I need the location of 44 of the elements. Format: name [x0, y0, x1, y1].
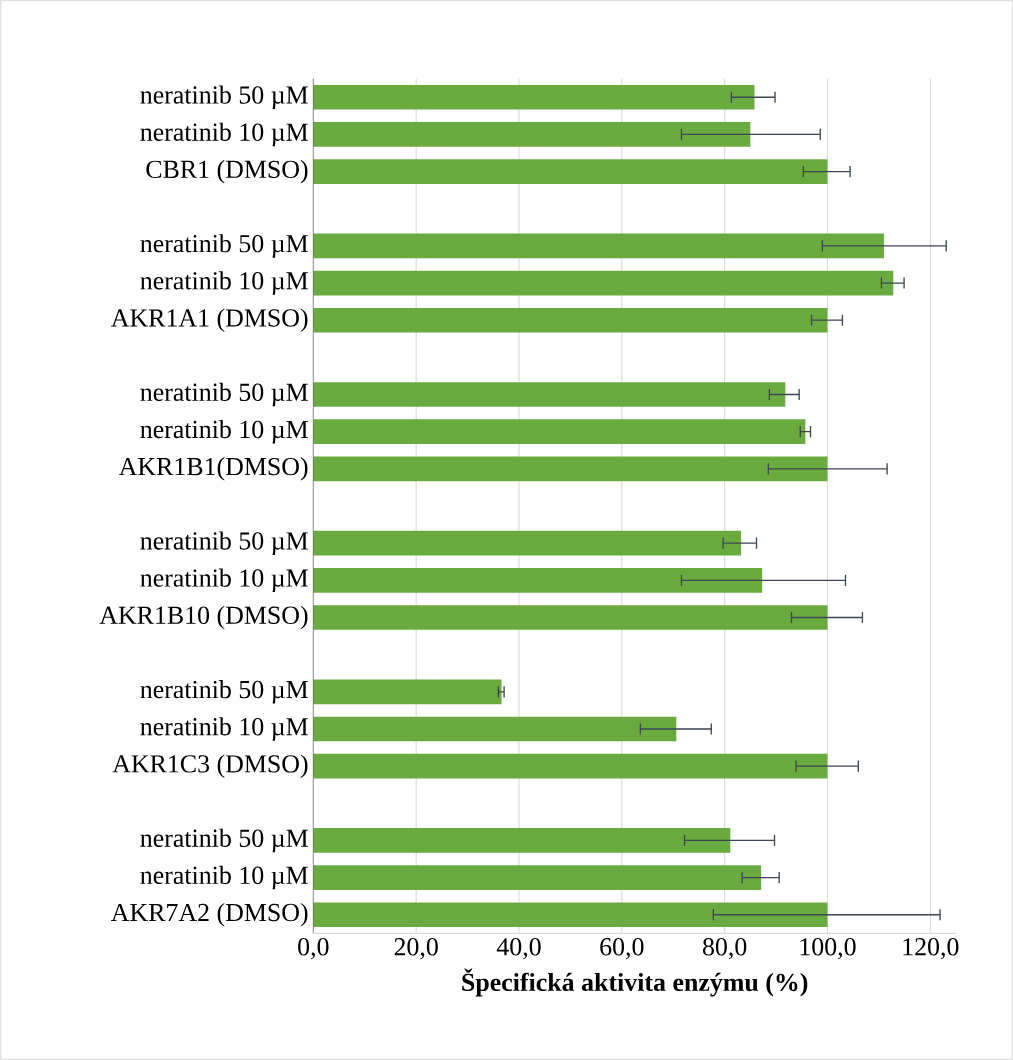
x-tick-label: 40,0	[496, 938, 541, 960]
bar	[313, 122, 751, 147]
x-tick-label: 120,0	[903, 938, 959, 960]
bar	[313, 159, 828, 184]
y-tick-label: neratinib 50 µM	[140, 85, 308, 109]
bar	[313, 233, 885, 259]
bar	[313, 567, 763, 593]
y-tick-label: neratinib 50 µM	[140, 234, 308, 258]
bar	[313, 270, 894, 296]
bar	[313, 828, 731, 853]
y-tick-label: neratinib 50 µM	[140, 828, 308, 853]
bar	[313, 865, 762, 890]
bar	[313, 307, 828, 333]
bar	[313, 419, 806, 445]
y-tick-label: AKR1B1(DMSO)	[118, 457, 308, 481]
x-axis-title: Špecifická aktivita enzýmu (%)	[462, 968, 808, 997]
y-tick-label: neratinib 10 µM	[140, 568, 308, 593]
x-tick-label: 60,0	[600, 938, 644, 960]
bar	[313, 716, 677, 742]
bar	[313, 753, 828, 779]
x-tick-label: 80,0	[702, 938, 747, 960]
x-tick-label: 100,0	[800, 938, 856, 960]
bar	[313, 456, 828, 482]
y-tick-label: CBR1 (DMSO)	[146, 159, 308, 184]
y-tick-label: neratinib 50 µM	[140, 680, 308, 704]
x-tick-label: 0,0	[298, 938, 329, 960]
x-tick-label: 20,0	[394, 938, 438, 960]
y-tick-label: AKR7A2 (DMSO)	[111, 903, 308, 927]
y-tick-label: neratinib 10 µM	[140, 271, 308, 295]
bar	[313, 84, 755, 110]
bar	[313, 530, 742, 556]
y-tick-label: neratinib 50 µM	[140, 531, 308, 555]
y-tick-label: neratinib 10 µM	[140, 122, 308, 147]
y-tick-label: neratinib 10 µM	[140, 717, 308, 741]
y-tick-label: AKR1B10 (DMSO)	[99, 605, 308, 630]
bar	[313, 679, 502, 705]
y-tick-label: neratinib 50 µM	[140, 382, 308, 407]
y-tick-label: neratinib 10 µM	[140, 865, 308, 890]
bar	[313, 382, 786, 407]
y-tick-label: neratinib 10 µM	[140, 419, 308, 444]
bar	[313, 902, 828, 928]
y-tick-label: AKR1C3 (DMSO)	[112, 754, 308, 778]
y-tick-label: AKR1A1 (DMSO)	[111, 308, 308, 332]
bar	[313, 605, 828, 630]
